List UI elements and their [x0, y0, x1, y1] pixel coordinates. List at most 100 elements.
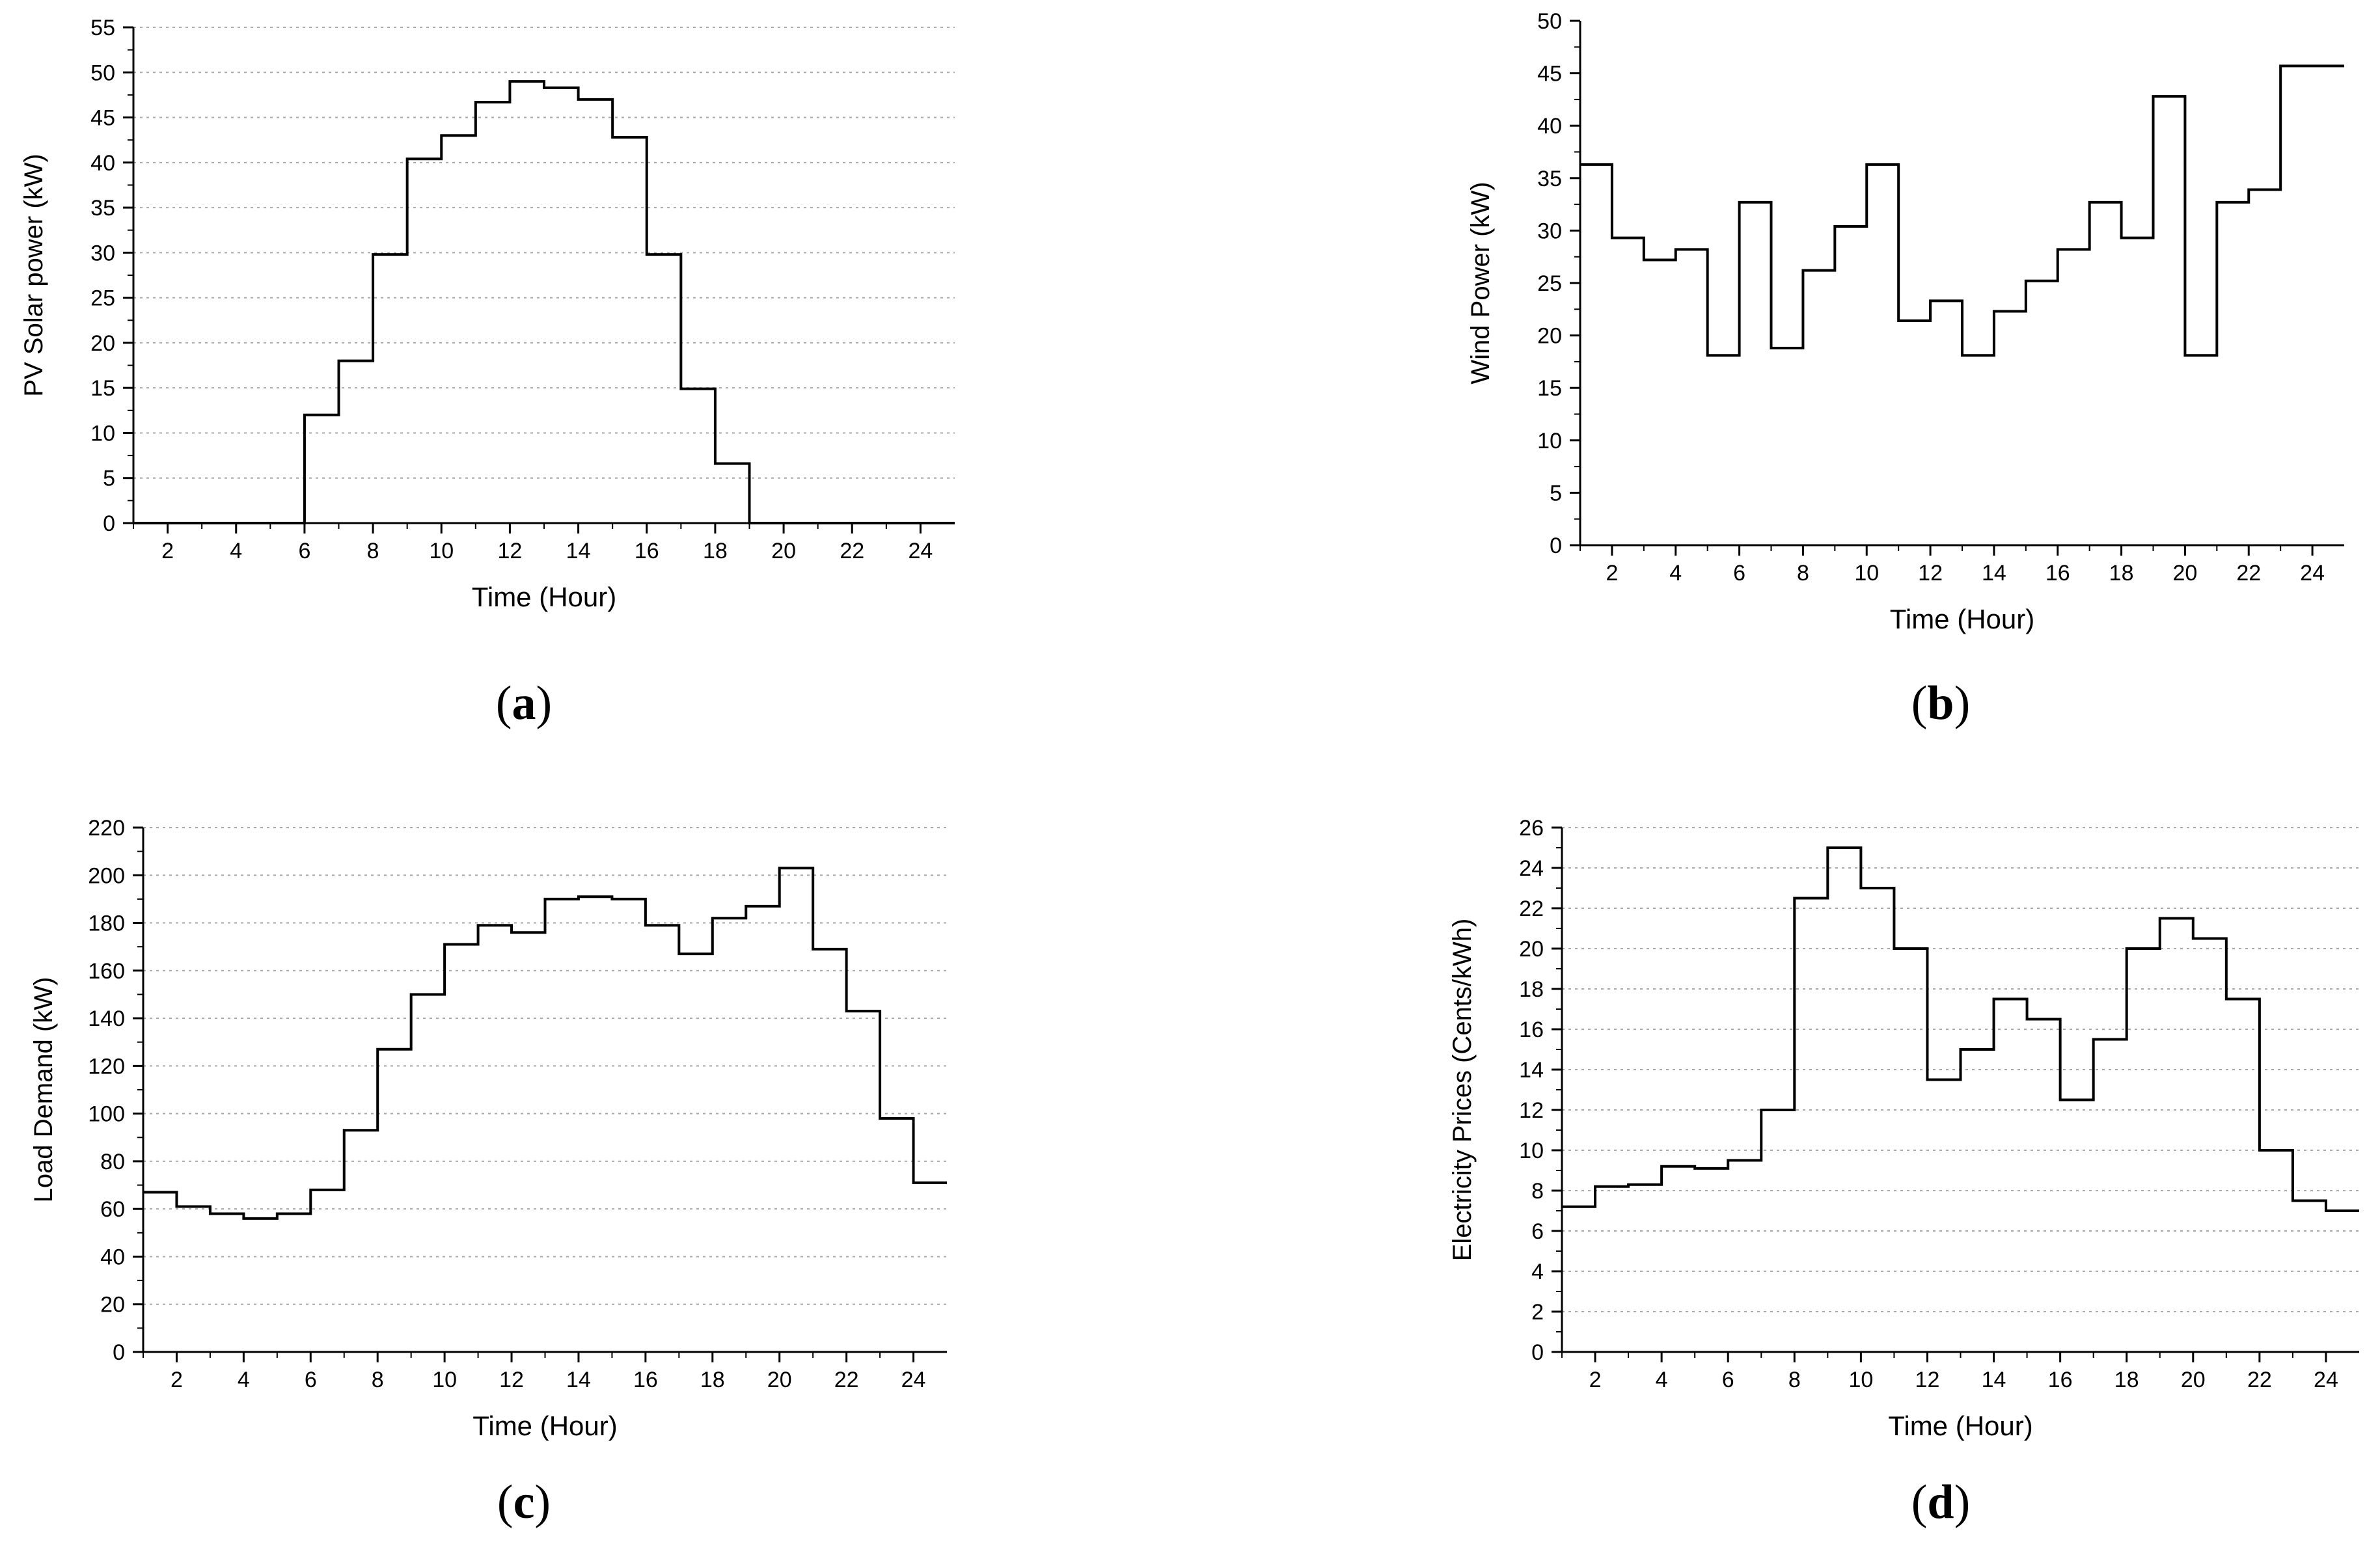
x-tick-label-c-8: 18: [700, 1368, 725, 1392]
y-tick-label-a-4: 20: [90, 331, 115, 356]
x-tick-label-a-10: 22: [840, 539, 864, 563]
series-line-a: [133, 80, 955, 524]
x-tick-label-a-4: 10: [429, 539, 454, 563]
y-tick-label-d-4: 8: [1531, 1179, 1544, 1204]
y-tick-label-b-7: 35: [1537, 167, 1562, 191]
y-tick-label-d-12: 24: [1519, 856, 1544, 881]
y-tick-label-a-5: 25: [90, 286, 115, 311]
y-tick-label-a-7: 35: [90, 196, 115, 221]
panel-letter-a: a: [512, 677, 536, 730]
x-tick-label-d-5: 12: [1915, 1368, 1940, 1392]
y-tick-label-b-0: 0: [1550, 533, 1562, 558]
x-tick-label-c-4: 10: [432, 1368, 457, 1392]
y-tick-label-a-10: 50: [90, 61, 115, 85]
panel-label-a: (a): [496, 677, 552, 730]
x-tick-label-d-4: 10: [1848, 1368, 1873, 1392]
y-tick-label-c-9: 180: [88, 912, 125, 936]
x-tick-label-b-8: 18: [2109, 561, 2134, 586]
y-tick-label-a-3: 15: [90, 376, 115, 401]
x-tick-label-a-2: 6: [298, 539, 310, 563]
x-tick-label-c-7: 16: [633, 1368, 658, 1392]
x-tick-label-c-10: 22: [834, 1368, 859, 1392]
x-tick-label-b-10: 22: [2236, 561, 2261, 586]
y-tick-label-c-1: 20: [100, 1293, 125, 1317]
x-tick-label-b-1: 4: [1669, 561, 1682, 586]
y-tick-label-d-3: 6: [1531, 1219, 1544, 1244]
y-axis-label-c: Load Demand (kW): [29, 977, 58, 1203]
x-tick-label-b-5: 12: [1918, 561, 1943, 586]
x-tick-label-c-3: 8: [372, 1368, 384, 1392]
y-tick-label-d-1: 2: [1531, 1300, 1544, 1325]
x-tick-label-c-1: 4: [238, 1368, 250, 1392]
chart-panel-a: 0 5 10 15 20 25 30 35 40 45 50 55 2 4 6 8 10 12 14 16 18 20 22…: [20, 16, 955, 730]
x-tick-label-a-3: 8: [367, 539, 379, 563]
x-axis-label-c: Time (Hour): [472, 1411, 617, 1441]
x-tick-label-a-0: 2: [161, 539, 174, 563]
x-tick-label-b-4: 10: [1854, 561, 1879, 586]
x-tick-label-b-0: 2: [1606, 561, 1618, 586]
y-tick-label-c-0: 0: [113, 1340, 125, 1365]
y-axis-label-a: PV Solar power (kW): [20, 154, 48, 396]
y-tick-label-c-8: 160: [88, 959, 125, 984]
x-tick-label-b-9: 20: [2173, 561, 2198, 586]
series-line-b: [1580, 64, 2344, 357]
x-tick-label-b-7: 16: [2045, 561, 2070, 586]
y-tick-label-b-10: 50: [1537, 9, 1562, 34]
x-tick-label-d-10: 22: [2247, 1368, 2272, 1392]
x-tick-label-a-6: 14: [566, 539, 591, 563]
x-tick-label-b-3: 8: [1797, 561, 1809, 586]
y-tick-label-d-2: 4: [1531, 1260, 1544, 1284]
panel-letter-c: c: [513, 1476, 535, 1529]
y-tick-label-b-9: 45: [1537, 62, 1562, 87]
y-tick-label-d-9: 18: [1519, 977, 1544, 1002]
y-axis-label-d: Electricity Prices (Cents/kWh): [1448, 919, 1477, 1262]
x-tick-label-a-1: 4: [230, 539, 242, 563]
y-tick-label-c-11: 220: [88, 816, 125, 841]
panel-letter-b: b: [1927, 677, 1954, 730]
y-tick-label-c-10: 200: [88, 863, 125, 888]
y-tick-label-d-5: 10: [1519, 1139, 1544, 1163]
x-tick-label-a-5: 12: [498, 539, 523, 563]
x-tick-label-d-3: 8: [1788, 1368, 1801, 1392]
x-axis-label-b: Time (Hour): [1890, 604, 2034, 634]
x-tick-label-d-1: 4: [1656, 1368, 1668, 1392]
panel-label-b: (b): [1911, 677, 1970, 730]
y-tick-label-a-8: 40: [90, 151, 115, 176]
y-tick-label-d-6: 12: [1519, 1098, 1544, 1123]
x-tick-label-c-6: 14: [566, 1368, 591, 1392]
y-tick-label-c-5: 100: [88, 1102, 125, 1127]
y-tick-label-c-2: 40: [100, 1245, 125, 1269]
y-tick-label-b-2: 10: [1537, 429, 1562, 453]
y-tick-label-c-3: 60: [100, 1197, 125, 1222]
x-tick-label-c-2: 6: [305, 1368, 317, 1392]
y-tick-label-b-1: 5: [1550, 481, 1562, 506]
y-tick-label-a-0: 0: [103, 511, 115, 536]
x-tick-label-d-9: 20: [2181, 1368, 2206, 1392]
x-tick-label-b-11: 24: [2300, 561, 2325, 586]
series-line-d: [1562, 846, 2359, 1212]
x-tick-label-a-7: 16: [635, 539, 659, 563]
x-tick-label-a-8: 18: [703, 539, 728, 563]
x-tick-label-d-6: 14: [1982, 1368, 2006, 1392]
x-tick-label-c-0: 2: [171, 1368, 183, 1392]
x-tick-label-c-9: 20: [767, 1368, 792, 1392]
y-tick-label-b-3: 15: [1537, 376, 1562, 401]
y-tick-label-a-11: 55: [90, 16, 115, 40]
y-tick-label-a-2: 10: [90, 421, 115, 446]
x-tick-label-d-2: 6: [1722, 1368, 1734, 1392]
y-tick-label-a-9: 45: [90, 106, 115, 131]
y-tick-label-c-4: 80: [100, 1150, 125, 1174]
x-tick-label-a-9: 20: [771, 539, 796, 563]
y-tick-label-a-1: 5: [103, 466, 115, 491]
y-tick-label-d-10: 20: [1519, 937, 1544, 962]
y-axis-label-b: Wind Power (kW): [1466, 182, 1495, 384]
x-tick-label-d-8: 18: [2114, 1368, 2139, 1392]
x-tick-label-b-2: 6: [1733, 561, 1745, 586]
y-tick-label-c-7: 140: [88, 1006, 125, 1031]
y-tick-label-d-8: 16: [1519, 1018, 1544, 1042]
y-tick-label-a-6: 30: [90, 241, 115, 265]
